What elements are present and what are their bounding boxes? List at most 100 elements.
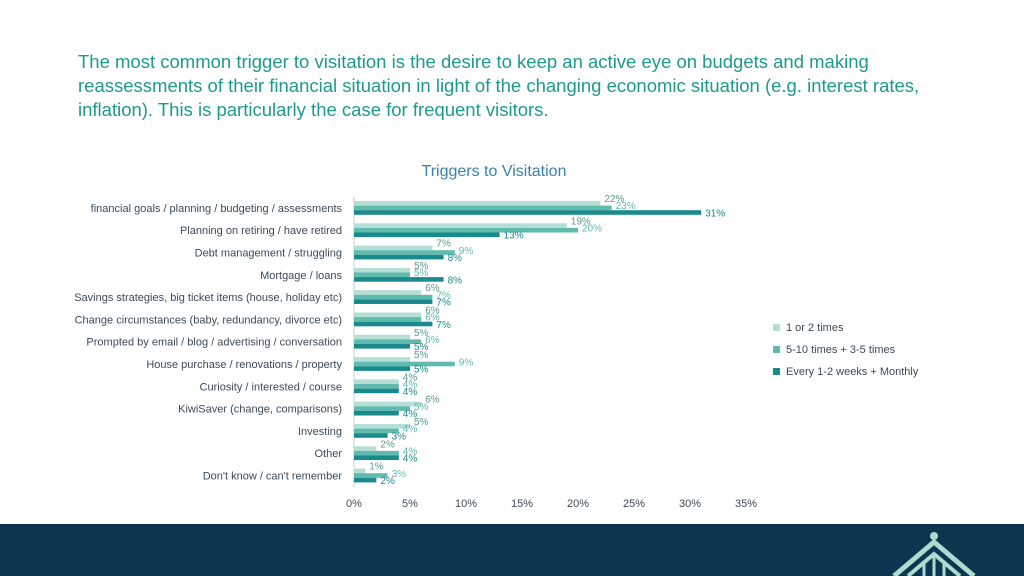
- data-label: 5%: [414, 268, 429, 279]
- bar: [354, 473, 388, 478]
- category-label: Mortgage / loans: [260, 270, 342, 282]
- bar: [354, 477, 377, 483]
- category-label: Other: [314, 448, 342, 460]
- data-label: 6%: [425, 335, 440, 346]
- logo-icon: [892, 532, 976, 576]
- data-label: 5%: [414, 417, 429, 428]
- x-tick-label: 30%: [679, 498, 701, 510]
- bar-chart: financial goals / planning / budgeting /…: [74, 194, 919, 510]
- data-label: 4%: [403, 409, 418, 420]
- bar: [354, 201, 601, 206]
- legend-swatch: [773, 324, 780, 331]
- bar: [354, 210, 702, 215]
- data-label: 5%: [414, 365, 429, 376]
- data-label: 23%: [616, 201, 636, 212]
- data-label: 9%: [459, 246, 474, 257]
- category-label: Savings strategies, big ticket items (ho…: [74, 292, 342, 304]
- bar: [354, 450, 399, 456]
- bar: [354, 433, 388, 438]
- chart-title: Triggers to Visitation: [421, 163, 567, 180]
- x-tick-label: 35%: [735, 498, 757, 510]
- data-label: 19%: [571, 216, 591, 227]
- data-label: 2%: [380, 476, 395, 487]
- bar: [354, 361, 455, 367]
- bar: [354, 321, 433, 327]
- bar: [354, 245, 433, 251]
- data-label: 3%: [392, 469, 407, 480]
- data-label: 8%: [448, 253, 463, 264]
- x-tick-label: 0%: [346, 498, 362, 510]
- x-tick-label: 25%: [623, 498, 645, 510]
- data-label: 4%: [403, 447, 418, 458]
- bar: [354, 401, 422, 407]
- bar: [354, 277, 444, 282]
- bar: [354, 344, 410, 349]
- data-label: 3%: [392, 431, 407, 442]
- bar: [354, 366, 410, 371]
- bar: [354, 205, 612, 211]
- data-label: 5%: [414, 350, 429, 361]
- bar: [354, 272, 410, 278]
- data-label: 4%: [403, 424, 418, 435]
- headline: The most common trigger to visitation is…: [78, 51, 920, 120]
- bar: [354, 317, 422, 322]
- data-label: 5%: [414, 328, 429, 339]
- data-label: 8%: [448, 275, 463, 286]
- x-tick-label: 10%: [455, 498, 477, 510]
- category-label: KiwiSaver (change, comparisons): [178, 404, 342, 416]
- bar: [354, 410, 399, 416]
- category-label: Prompted by email / blog / advertising /…: [86, 337, 342, 349]
- data-label: 5%: [414, 261, 429, 272]
- data-label: 7%: [436, 290, 451, 301]
- category-label: financial goals / planning / budgeting /…: [91, 203, 343, 215]
- x-tick-label: 20%: [567, 498, 589, 510]
- data-label: 4%: [403, 380, 418, 391]
- data-label: 1%: [369, 462, 384, 473]
- data-label: 4%: [403, 454, 418, 465]
- data-label: 9%: [459, 357, 474, 368]
- x-tick-label: 15%: [511, 498, 533, 510]
- bar: [354, 267, 410, 273]
- data-label: 13%: [504, 231, 524, 242]
- data-label: 5%: [414, 402, 429, 413]
- bar: [354, 334, 410, 340]
- bar: [354, 455, 399, 461]
- bar: [354, 339, 422, 344]
- bar: [354, 294, 433, 300]
- bar: [354, 250, 455, 255]
- data-label: 7%: [436, 298, 451, 309]
- bar: [354, 299, 433, 304]
- data-label: 4%: [403, 387, 418, 398]
- data-label: 4%: [403, 372, 418, 383]
- bar: [354, 227, 578, 233]
- category-label: House purchase / renovations / property: [146, 359, 342, 371]
- bar: [354, 290, 422, 295]
- data-label: 6%: [425, 313, 440, 324]
- bar: [354, 312, 422, 318]
- category-label: Curiosity / interested / course: [200, 381, 342, 393]
- category-label: Planning on retiring / have retired: [180, 225, 342, 237]
- category-label: Change circumstances (baby, redundancy, …: [75, 314, 342, 326]
- bar: [354, 357, 410, 362]
- data-label: 6%: [425, 395, 440, 406]
- bar: [354, 232, 500, 238]
- bar: [354, 254, 444, 260]
- data-label: 22%: [604, 194, 624, 205]
- bar: [354, 223, 567, 228]
- legend-swatch: [773, 346, 780, 353]
- legend-swatch: [773, 368, 780, 375]
- bar: [354, 446, 377, 451]
- legend-label: 1 or 2 times: [786, 322, 844, 334]
- legend-label: Every 1-2 weeks + Monthly: [786, 366, 919, 378]
- data-label: 7%: [436, 239, 451, 250]
- bar: [354, 468, 366, 474]
- data-label: 6%: [425, 306, 440, 317]
- bar: [354, 428, 399, 434]
- bar: [354, 384, 399, 389]
- bar: [354, 388, 399, 394]
- data-label: 20%: [582, 224, 602, 235]
- data-label: 31%: [705, 208, 725, 219]
- bar: [354, 424, 410, 429]
- data-label: 2%: [380, 439, 395, 450]
- category-label: Debt management / struggling: [195, 248, 342, 260]
